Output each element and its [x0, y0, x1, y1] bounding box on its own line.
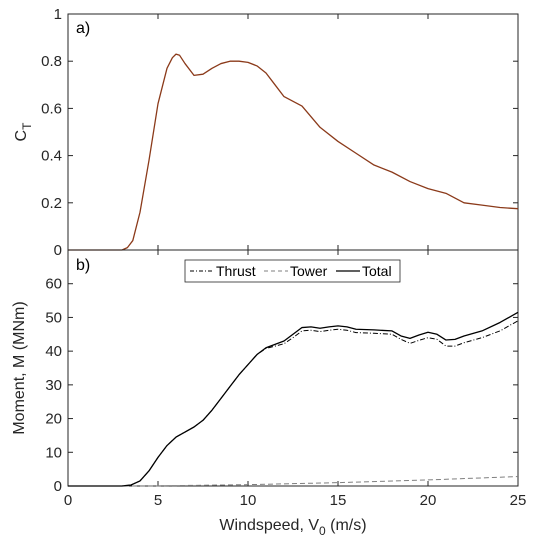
panel-b-y-tick-label: 30 — [45, 377, 62, 394]
panel-a-y-axis-label: CT — [13, 122, 34, 142]
panel-b-y-tick-label: 10 — [45, 444, 62, 461]
panel-a-y-tick-label: 0 — [54, 242, 62, 259]
panel-a-y-tick-label: 0.2 — [41, 195, 62, 212]
panel-a-y-tick-label: 1 — [54, 6, 62, 23]
panel-b-y-tick-label: 0 — [54, 478, 62, 495]
panel-b-label: b) — [76, 257, 90, 274]
panel-a-x-ticks — [67, 14, 519, 250]
panel-a-y-ticks: 0 0.2 0.4 0.6 0.8 1 — [41, 6, 518, 259]
panel-b-x-ticks: 0 5 10 15 20 25 — [64, 250, 527, 509]
legend-box — [184, 259, 401, 283]
x-label-sub: 0 — [319, 524, 326, 538]
x-tick-label: 10 — [240, 492, 257, 509]
panel-b-y-axis-label: Moment, M (MNm) — [11, 301, 28, 434]
panel-b-frame — [67, 249, 519, 487]
x-tick-label: 20 — [420, 492, 437, 509]
panel-b-thrust-line — [68, 320, 519, 487]
x-label-main: Windspeed, V — [219, 517, 319, 534]
panel-b-series — [68, 311, 519, 487]
legend: Thrust Tower Total — [184, 259, 401, 283]
panel-a-y-tick-label: 0.6 — [41, 100, 62, 117]
panel-b-tower-line — [68, 476, 519, 487]
legend-tower-label: Tower — [290, 263, 328, 279]
panel-a-y-label-main: C — [13, 130, 30, 142]
legend-thrust-label: Thrust — [216, 263, 256, 279]
panel-a-y-label-sub: T — [20, 122, 34, 130]
panel-b-total-line — [68, 311, 519, 487]
x-tick-label: 5 — [154, 492, 162, 509]
x-tick-label: 15 — [330, 492, 347, 509]
panel-a-y-tick-label: 0.8 — [41, 53, 62, 70]
panel-b-y-tick-label: 20 — [45, 411, 62, 428]
panel-b-y-tick-label: 60 — [45, 276, 62, 293]
x-tick-label: 0 — [64, 492, 72, 509]
panel-a-series — [68, 53, 519, 251]
legend-total-label: Total — [362, 263, 392, 279]
panel-b-y-tick-label: 50 — [45, 309, 62, 326]
panel-a-y-tick-label: 0.4 — [41, 148, 62, 165]
panel-a-label: a) — [76, 20, 90, 37]
panel-b-y-ticks: 0 10 20 30 40 50 60 — [45, 276, 518, 495]
x-axis-label: Windspeed, V0 (m/s) — [219, 517, 366, 538]
panel-a-ct-line — [68, 53, 519, 251]
x-label-tail: (m/s) — [326, 517, 367, 534]
panel-a-frame — [67, 13, 519, 251]
panel-b: b) 0 5 10 15 20 25 0 10 20 30 40 50 60 Moment, M (M… — [11, 249, 527, 538]
x-tick-label: 25 — [510, 492, 527, 509]
panel-b-y-tick-label: 40 — [45, 343, 62, 360]
panel-a: a) 0 0.2 0.4 0.6 0.8 1 CT — [13, 6, 519, 259]
